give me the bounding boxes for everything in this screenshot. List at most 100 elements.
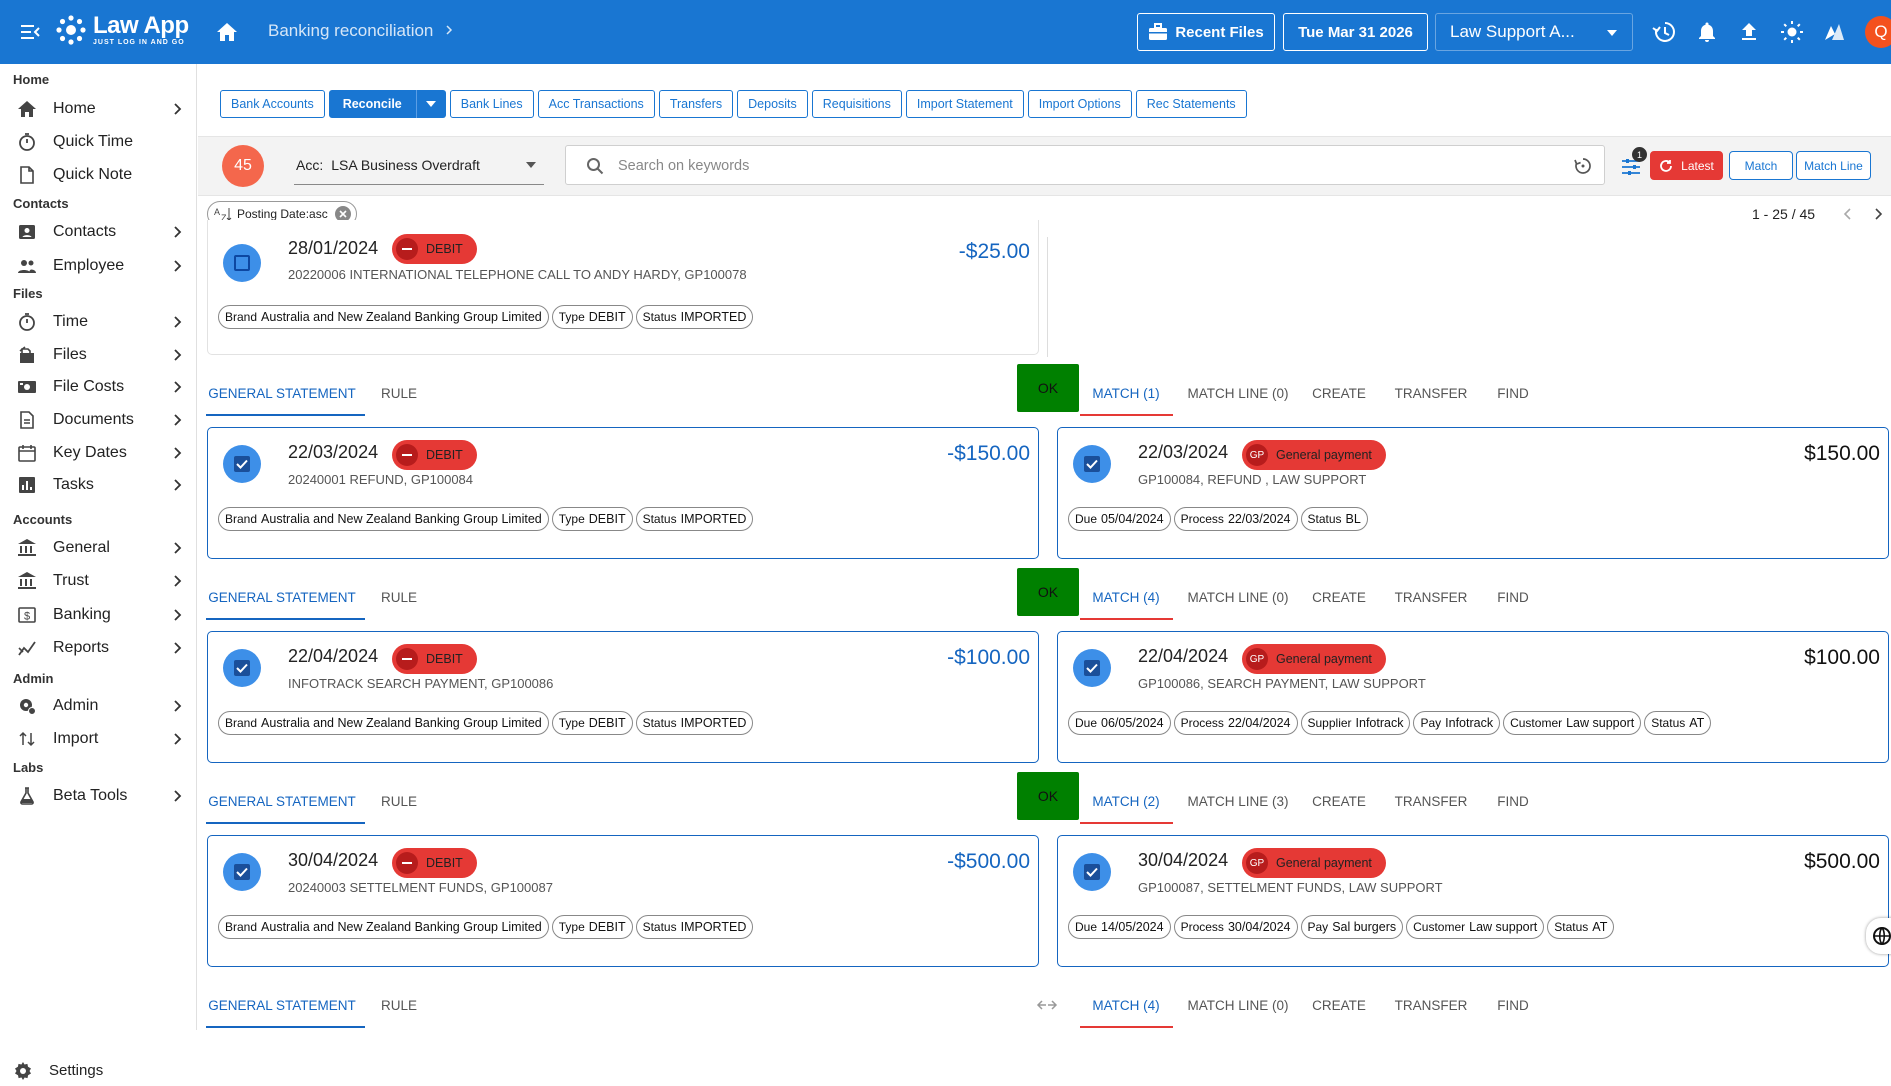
match-card[interactable]: 22/03/2024 GP General payment GP100084, R… <box>1057 427 1889 559</box>
tab-match[interactable]: MATCH (4) <box>1092 997 1160 1013</box>
match-card[interactable]: 22/04/2024 GP General payment GP100086, S… <box>1057 631 1889 763</box>
select-checkbox[interactable] <box>1073 853 1111 891</box>
history-icon[interactable] <box>1652 20 1676 44</box>
tab-create[interactable]: CREATE <box>1312 589 1366 605</box>
sidebar-item-file-costs[interactable]: File Costs <box>0 372 196 402</box>
statement-card[interactable]: 28/01/2024 DEBIT 20220006 INTERNATIONAL … <box>207 220 1039 355</box>
upload-icon[interactable] <box>1737 20 1761 44</box>
tab-transfer[interactable]: TRANSFER <box>1394 997 1468 1013</box>
home-icon[interactable] <box>215 20 239 44</box>
tab-rec-statements[interactable]: Rec Statements <box>1135 90 1247 118</box>
tab-match[interactable]: MATCH (1) <box>1092 385 1160 401</box>
select-checkbox[interactable] <box>1073 445 1111 483</box>
sidebar-item-home[interactable]: Home <box>0 94 196 124</box>
avatar[interactable]: Q <box>1865 16 1891 48</box>
entity-select[interactable]: Law Support A... <box>1435 13 1633 51</box>
filter-options-button[interactable]: 1 <box>1618 147 1647 178</box>
floating-help-icon[interactable] <box>1866 918 1891 954</box>
tab-find[interactable]: FIND <box>1497 589 1529 605</box>
statement-card[interactable]: 22/03/2024 DEBIT 20240001 REFUND, GP1000… <box>207 427 1039 559</box>
tab-create[interactable]: CREATE <box>1312 793 1366 809</box>
tab-bank-accounts[interactable]: Bank Accounts <box>220 90 325 118</box>
tab-match-line[interactable]: MATCH LINE (0) <box>1187 589 1289 605</box>
sidebar-item-documents[interactable]: Documents <box>0 405 196 435</box>
select-checkbox[interactable] <box>223 445 261 483</box>
select-checkbox[interactable] <box>223 244 261 282</box>
recent-files-button[interactable]: Recent Files <box>1137 13 1275 51</box>
tab-match[interactable]: MATCH (2) <box>1092 793 1160 809</box>
tab-import-options[interactable]: Import Options <box>1027 90 1132 118</box>
account-select[interactable]: Acc: LSA Business Overdraft <box>294 145 544 185</box>
tab-acc-transactions[interactable]: Acc Transactions <box>537 90 655 118</box>
sidebar-item-settings[interactable]: Settings <box>0 1056 196 1086</box>
statement-card[interactable]: 30/04/2024 DEBIT 20240003 SETTELMENT FUN… <box>207 835 1039 967</box>
reset-search-icon[interactable] <box>1574 157 1592 175</box>
ok-button[interactable]: OK <box>1017 772 1079 820</box>
sidebar-item-label: Beta Tools <box>53 787 128 804</box>
match-line-button[interactable]: Match Line <box>1796 151 1871 180</box>
sidebar-item-employee[interactable]: Employee <box>0 251 196 281</box>
sidebar-item-import[interactable]: Import <box>0 724 196 754</box>
tab-reconcile[interactable]: Reconcile <box>328 90 416 118</box>
reconcile-dropdown-button[interactable] <box>415 90 446 118</box>
sidebar-item-files[interactable]: Files <box>0 340 196 370</box>
sidebar-item-time[interactable]: Time <box>0 307 196 337</box>
tab-transfer[interactable]: TRANSFER <box>1394 385 1468 401</box>
tab-find[interactable]: FIND <box>1497 793 1529 809</box>
page-next-icon[interactable] <box>1872 207 1884 221</box>
tab-transfers[interactable]: Transfers <box>658 90 734 118</box>
select-checkbox[interactable] <box>1073 649 1111 687</box>
tab-find[interactable]: FIND <box>1497 385 1529 401</box>
select-checkbox[interactable] <box>223 649 261 687</box>
statement-card[interactable]: 22/04/2024 DEBIT INFOTRACK SEARCH PAYMEN… <box>207 631 1039 763</box>
ok-button[interactable]: OK <box>1017 568 1079 616</box>
app-logo[interactable]: Law App JUST LOG IN AND GO <box>55 14 189 46</box>
tab-rule[interactable]: RULE <box>380 385 417 401</box>
sidebar-item-quick-time[interactable]: Quick Time <box>0 127 196 157</box>
tab-match-line[interactable]: MATCH LINE (0) <box>1187 997 1289 1013</box>
tab-rule[interactable]: RULE <box>380 997 417 1013</box>
tab-match-line[interactable]: MATCH LINE (0) <box>1187 385 1289 401</box>
search-input[interactable] <box>618 154 1518 178</box>
tab-general-statement[interactable]: GENERAL STATEMENT <box>208 793 356 809</box>
swap-arrows-icon[interactable] <box>1036 996 1058 1014</box>
sidebar-item-admin[interactable]: Admin <box>0 691 196 721</box>
tab-rule[interactable]: RULE <box>380 793 417 809</box>
tab-bank-lines[interactable]: Bank Lines <box>449 90 534 118</box>
theme-sun-icon[interactable] <box>1780 20 1804 44</box>
sidebar-item-tasks[interactable]: Tasks <box>0 470 196 500</box>
tab-general-statement[interactable]: GENERAL STATEMENT <box>208 997 356 1013</box>
shapes-icon[interactable] <box>1822 20 1846 44</box>
match-card[interactable]: 30/04/2024 GP General payment GP100087, S… <box>1057 835 1891 967</box>
tab-create[interactable]: CREATE <box>1312 385 1366 401</box>
tab-general-statement[interactable]: GENERAL STATEMENT <box>208 589 356 605</box>
tab-import-statement[interactable]: Import Statement <box>905 90 1024 118</box>
select-checkbox[interactable] <box>223 853 261 891</box>
tab-general-statement[interactable]: GENERAL STATEMENT <box>208 385 356 401</box>
tab-rule[interactable]: RULE <box>380 589 417 605</box>
tab-transfer[interactable]: TRANSFER <box>1394 793 1468 809</box>
sidebar-item-general[interactable]: General <box>0 533 196 563</box>
tab-find[interactable]: FIND <box>1497 997 1529 1013</box>
sidebar-item-beta-tools[interactable]: Beta Tools <box>0 781 196 811</box>
match-button[interactable]: Match <box>1729 151 1793 180</box>
tab-match-line[interactable]: MATCH LINE (3) <box>1187 793 1289 809</box>
sidebar-item-reports[interactable]: Reports <box>0 633 196 663</box>
tab-deposits[interactable]: Deposits <box>737 90 808 118</box>
tab-transfer[interactable]: TRANSFER <box>1394 589 1468 605</box>
notifications-bell-icon[interactable] <box>1695 20 1719 44</box>
sidebar-item-quick-note[interactable]: Quick Note <box>0 160 196 190</box>
sidebar-item-banking[interactable]: $ Banking <box>0 600 196 630</box>
date-button[interactable]: Tue Mar 31 2026 <box>1283 13 1428 51</box>
sidebar-item-contacts[interactable]: Contacts <box>0 217 196 247</box>
menu-collapse-icon[interactable] <box>18 20 42 44</box>
ok-button[interactable]: OK <box>1017 364 1079 412</box>
page-prev-icon[interactable] <box>1842 207 1854 221</box>
latest-button[interactable]: Latest <box>1650 151 1723 180</box>
sidebar-item-trust[interactable]: Trust <box>0 566 196 596</box>
sidebar-item-key-dates[interactable]: Key Dates <box>0 438 196 468</box>
tab-create[interactable]: CREATE <box>1312 997 1366 1013</box>
tab-requisitions[interactable]: Requisitions <box>811 90 902 118</box>
close-icon[interactable] <box>334 205 352 223</box>
tab-match[interactable]: MATCH (4) <box>1092 589 1160 605</box>
